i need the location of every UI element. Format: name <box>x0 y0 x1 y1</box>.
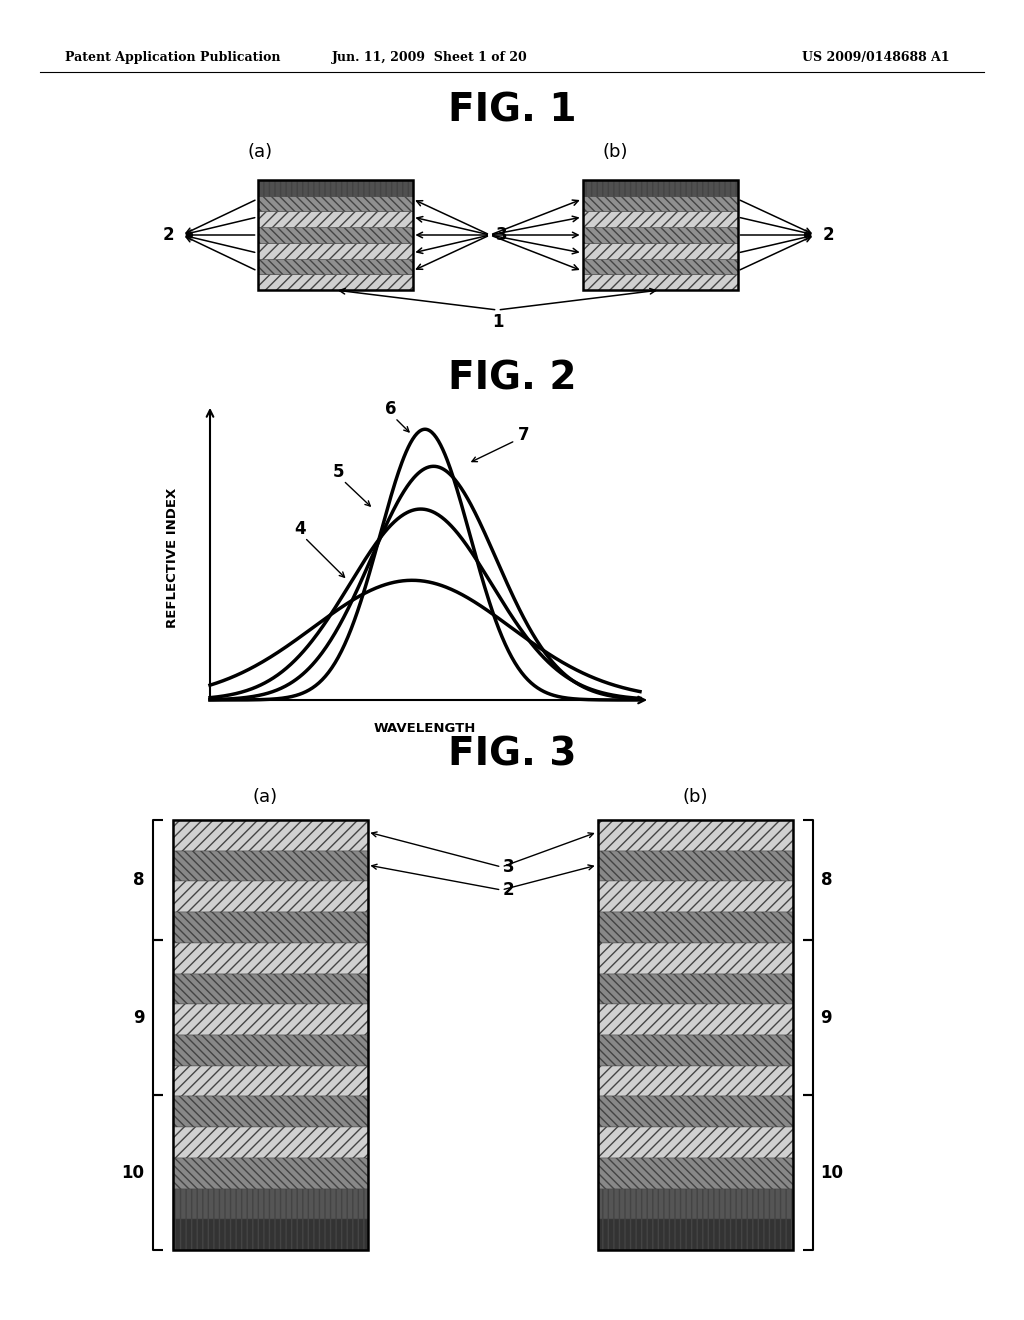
Bar <box>172 1005 368 1035</box>
Bar <box>583 227 737 243</box>
Bar <box>172 850 368 882</box>
Text: 8: 8 <box>820 871 831 890</box>
Bar <box>597 1005 793 1035</box>
Text: 7: 7 <box>518 426 529 444</box>
Bar <box>172 820 368 1250</box>
Text: FIG. 3: FIG. 3 <box>447 737 577 774</box>
Bar <box>597 820 793 1250</box>
Bar <box>597 942 793 974</box>
Bar <box>172 974 368 1005</box>
Text: Jun. 11, 2009  Sheet 1 of 20: Jun. 11, 2009 Sheet 1 of 20 <box>332 51 528 65</box>
Bar <box>172 1188 368 1220</box>
Bar <box>172 1127 368 1158</box>
Text: Patent Application Publication: Patent Application Publication <box>65 51 281 65</box>
Bar <box>597 1158 793 1188</box>
Text: 9: 9 <box>133 1008 144 1027</box>
Bar <box>597 850 793 882</box>
Bar <box>257 195 413 211</box>
Bar <box>583 259 737 275</box>
Bar <box>583 243 737 259</box>
Text: 6: 6 <box>385 400 396 418</box>
Bar <box>597 974 793 1005</box>
Text: 3: 3 <box>503 858 514 876</box>
Text: US 2009/0148688 A1: US 2009/0148688 A1 <box>803 51 950 65</box>
Bar <box>172 1035 368 1065</box>
Bar <box>257 243 413 259</box>
Bar <box>172 1097 368 1127</box>
Text: REFLECTIVE INDEX: REFLECTIVE INDEX <box>166 487 178 627</box>
Bar <box>172 1158 368 1188</box>
Text: 9: 9 <box>820 1008 833 1027</box>
Bar <box>597 1035 793 1065</box>
Text: 1: 1 <box>492 313 503 331</box>
Bar <box>597 882 793 912</box>
Bar <box>257 227 413 243</box>
Bar <box>597 1220 793 1250</box>
Text: (b): (b) <box>682 788 708 807</box>
Bar <box>597 820 793 850</box>
Text: 3: 3 <box>496 226 508 244</box>
Bar <box>597 912 793 942</box>
Bar <box>583 195 737 211</box>
Text: FIG. 2: FIG. 2 <box>447 359 577 397</box>
Bar <box>257 211 413 227</box>
Bar <box>172 942 368 974</box>
Bar <box>257 259 413 275</box>
Bar <box>172 912 368 942</box>
Bar <box>597 1065 793 1097</box>
Bar <box>172 1220 368 1250</box>
Bar <box>583 275 737 290</box>
Text: 10: 10 <box>122 1164 144 1181</box>
Bar <box>257 180 413 290</box>
Text: 4: 4 <box>295 520 306 539</box>
Bar <box>257 275 413 290</box>
Text: FIG. 1: FIG. 1 <box>447 91 577 129</box>
Bar <box>597 1097 793 1127</box>
Bar <box>583 180 737 290</box>
Text: 2: 2 <box>503 880 514 899</box>
Text: (b): (b) <box>602 143 628 161</box>
Bar <box>597 1188 793 1220</box>
Text: 10: 10 <box>820 1164 844 1181</box>
Text: WAVELENGTH: WAVELENGTH <box>374 722 476 734</box>
Bar <box>583 180 737 195</box>
Text: 5: 5 <box>333 463 345 480</box>
Bar <box>583 211 737 227</box>
Bar <box>172 820 368 850</box>
Text: 2: 2 <box>163 226 174 244</box>
Text: (a): (a) <box>253 788 278 807</box>
Bar <box>172 1065 368 1097</box>
Bar <box>597 1127 793 1158</box>
Bar <box>172 882 368 912</box>
Bar <box>257 180 413 195</box>
Text: (a): (a) <box>248 143 272 161</box>
Text: 8: 8 <box>133 871 144 890</box>
Text: 2: 2 <box>823 226 835 244</box>
